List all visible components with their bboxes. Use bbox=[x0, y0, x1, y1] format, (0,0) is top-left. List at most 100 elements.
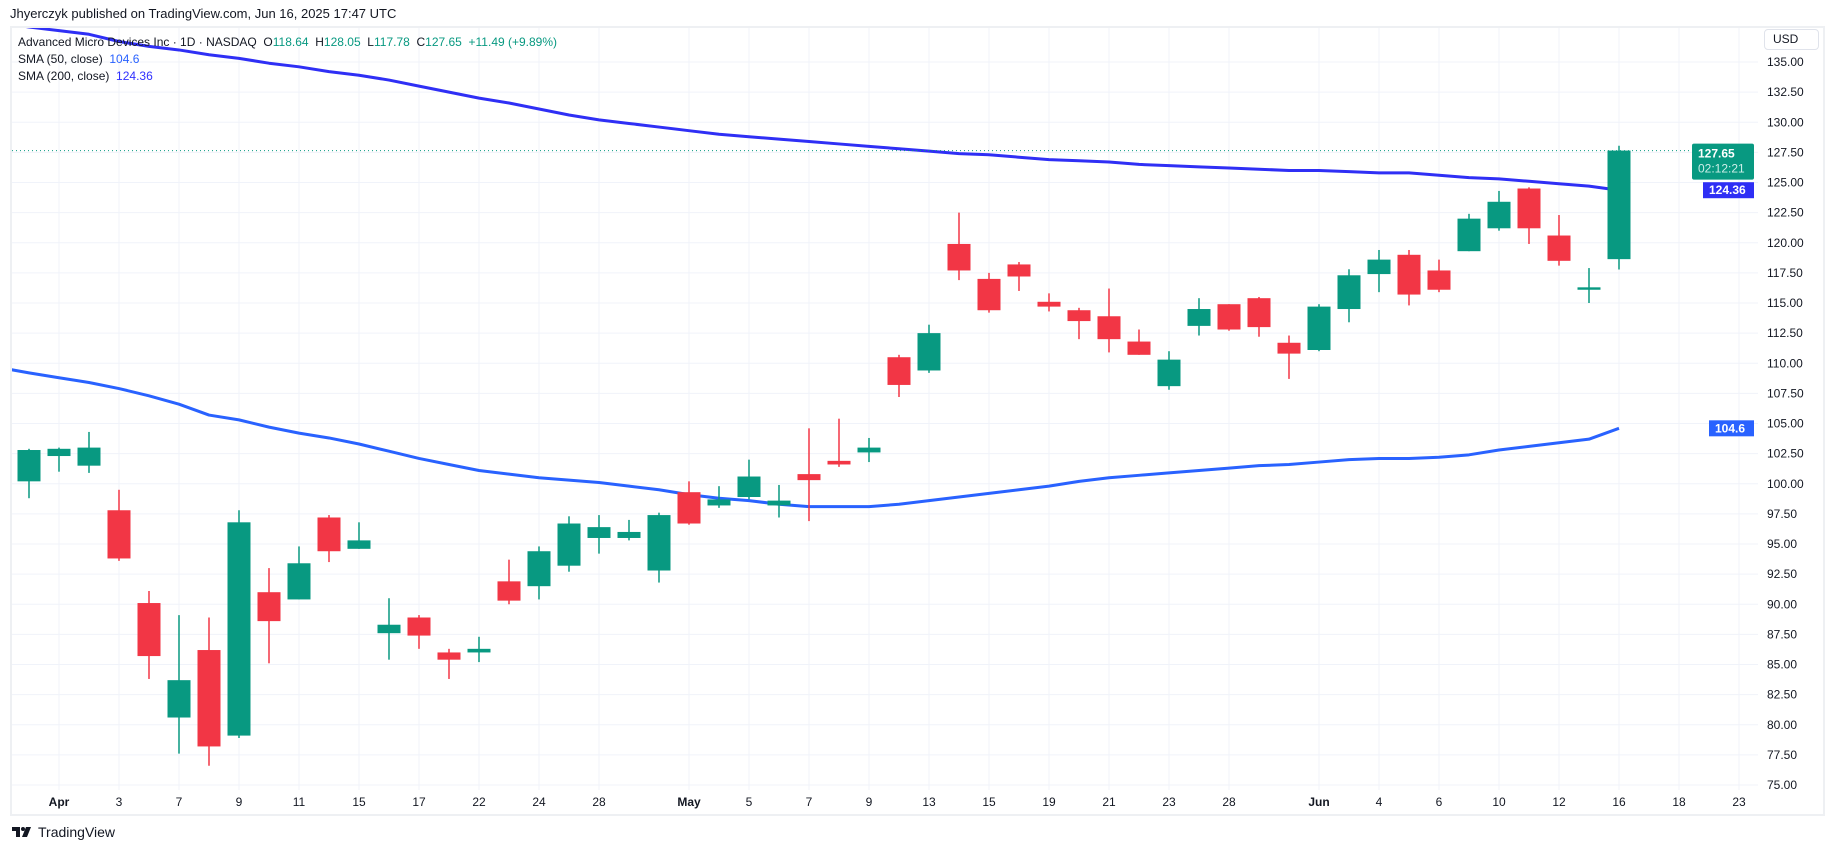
candle-body bbox=[857, 447, 881, 453]
chart-frame bbox=[10, 26, 1825, 816]
candle[interactable] bbox=[227, 510, 251, 739]
candle-body bbox=[917, 333, 941, 371]
price-tick-label: 132.50 bbox=[1767, 85, 1804, 99]
candle[interactable] bbox=[317, 515, 341, 563]
candle[interactable] bbox=[1607, 145, 1631, 270]
candle[interactable] bbox=[17, 448, 41, 499]
candle[interactable] bbox=[1457, 213, 1481, 252]
candle[interactable] bbox=[977, 272, 1001, 313]
candle-body bbox=[737, 476, 761, 498]
candle[interactable] bbox=[1007, 262, 1031, 291]
candle[interactable] bbox=[767, 484, 791, 518]
price-tick-label: 80.00 bbox=[1767, 718, 1797, 732]
open-label: O bbox=[263, 35, 273, 49]
candle[interactable] bbox=[1367, 249, 1391, 293]
footer-brand[interactable]: TradingView bbox=[12, 824, 115, 840]
candle[interactable] bbox=[1487, 190, 1511, 231]
candle[interactable] bbox=[287, 546, 311, 600]
candle[interactable] bbox=[77, 431, 101, 473]
candle[interactable] bbox=[707, 486, 731, 508]
candle-body bbox=[167, 680, 191, 718]
time-tick-label: 9 bbox=[866, 795, 873, 809]
candle[interactable] bbox=[887, 354, 911, 397]
candle-body bbox=[797, 474, 821, 481]
sma200-label: SMA (200, close) bbox=[18, 69, 110, 83]
candle[interactable] bbox=[917, 324, 941, 373]
candle[interactable] bbox=[1397, 249, 1421, 306]
candle-body bbox=[1127, 341, 1151, 355]
candle-body bbox=[1367, 259, 1391, 275]
candle[interactable] bbox=[737, 459, 761, 500]
candle-body bbox=[137, 603, 161, 657]
candle-body bbox=[317, 517, 341, 552]
candle[interactable] bbox=[407, 615, 431, 649]
candle[interactable] bbox=[137, 590, 161, 679]
candle-body bbox=[197, 650, 221, 747]
candle[interactable] bbox=[557, 516, 581, 572]
candle[interactable] bbox=[617, 519, 641, 541]
candle-body bbox=[1457, 218, 1481, 252]
legend-sma200-row[interactable]: SMA (200, close) 124.36 bbox=[18, 68, 557, 85]
candle[interactable] bbox=[1577, 268, 1601, 303]
sma50-label: SMA (50, close) bbox=[18, 52, 103, 66]
time-tick-label: 12 bbox=[1552, 795, 1566, 809]
candle[interactable] bbox=[47, 447, 71, 472]
time-tick-label: 23 bbox=[1732, 795, 1746, 809]
time-tick-label: May bbox=[677, 795, 701, 809]
symbol-title[interactable]: Advanced Micro Devices Inc · 1D · NASDAQ bbox=[18, 35, 257, 49]
legend-sma50-row[interactable]: SMA (50, close) 104.6 bbox=[18, 51, 557, 68]
candle[interactable] bbox=[1427, 259, 1451, 293]
candle[interactable] bbox=[107, 489, 131, 561]
candle[interactable] bbox=[467, 636, 491, 663]
price-tick-label: 120.00 bbox=[1767, 236, 1804, 250]
currency-button[interactable]: USD bbox=[1764, 29, 1819, 50]
candle[interactable] bbox=[1307, 304, 1331, 352]
last-price-tag bbox=[1692, 143, 1754, 180]
time-tick-label: Apr bbox=[49, 795, 70, 809]
candle[interactable] bbox=[827, 418, 851, 467]
candle[interactable] bbox=[1247, 296, 1271, 337]
candle[interactable] bbox=[1067, 307, 1091, 340]
candle[interactable] bbox=[1517, 187, 1541, 244]
candle[interactable] bbox=[1157, 351, 1181, 390]
candle[interactable] bbox=[197, 617, 221, 766]
candle[interactable] bbox=[497, 559, 521, 605]
footer-brand-label: TradingView bbox=[38, 824, 116, 840]
candle[interactable] bbox=[1337, 269, 1361, 323]
legend-ohlc-row[interactable]: Advanced Micro Devices Inc · 1D · NASDAQ… bbox=[18, 34, 557, 51]
candle-body bbox=[947, 243, 971, 271]
candle[interactable] bbox=[1127, 329, 1151, 355]
candle-body bbox=[407, 617, 431, 636]
candle-body bbox=[287, 563, 311, 600]
time-tick-label: 28 bbox=[1222, 795, 1236, 809]
candle[interactable] bbox=[677, 481, 701, 525]
price-tick-label: 122.50 bbox=[1767, 206, 1804, 220]
price-tick-label: 87.50 bbox=[1767, 627, 1797, 641]
candle-body bbox=[977, 278, 1001, 311]
sma200-value: 124.36 bbox=[116, 69, 153, 83]
candle[interactable] bbox=[1097, 288, 1121, 353]
candle[interactable] bbox=[947, 212, 971, 281]
candle[interactable] bbox=[1277, 335, 1301, 379]
candle[interactable] bbox=[167, 615, 191, 754]
candle[interactable] bbox=[347, 522, 371, 549]
time-tick-label: 6 bbox=[1436, 795, 1443, 809]
candle[interactable] bbox=[1037, 293, 1061, 312]
candle[interactable] bbox=[437, 648, 461, 679]
candle-body bbox=[377, 624, 401, 634]
candle[interactable] bbox=[1217, 304, 1241, 331]
candle[interactable] bbox=[1547, 215, 1571, 266]
candle[interactable] bbox=[527, 546, 551, 600]
time-tick-label: 15 bbox=[982, 795, 996, 809]
candle[interactable] bbox=[257, 568, 281, 664]
candle-body bbox=[1397, 254, 1421, 295]
candle[interactable] bbox=[857, 437, 881, 463]
candle[interactable] bbox=[587, 515, 611, 554]
candle[interactable] bbox=[647, 512, 671, 583]
candle[interactable] bbox=[377, 598, 401, 660]
candle-body bbox=[1157, 359, 1181, 387]
time-tick-label: 7 bbox=[176, 795, 183, 809]
candle[interactable] bbox=[1187, 298, 1211, 336]
candle[interactable] bbox=[797, 428, 821, 522]
